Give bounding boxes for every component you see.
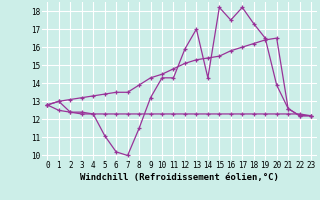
- X-axis label: Windchill (Refroidissement éolien,°C): Windchill (Refroidissement éolien,°C): [80, 173, 279, 182]
